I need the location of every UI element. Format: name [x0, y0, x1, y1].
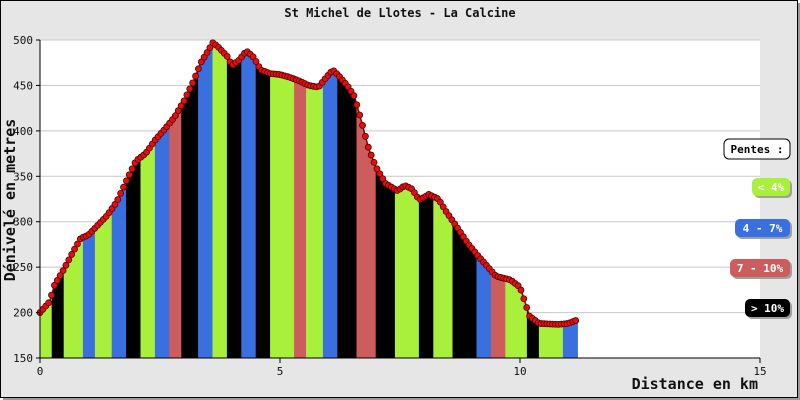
- elevation-point: [71, 245, 78, 253]
- x-tick-label: 10: [513, 365, 526, 378]
- slope-band: [490, 269, 506, 359]
- elevation-point: [370, 158, 378, 166]
- legend-title: Pentes :: [731, 143, 784, 156]
- elevation-point: [206, 44, 214, 52]
- legend-swatch: [735, 219, 790, 237]
- slope-band: [394, 186, 420, 359]
- slope-band: [294, 78, 307, 359]
- elevation-point: [125, 171, 133, 179]
- legend-title-box: [723, 138, 791, 160]
- elevation-point: [203, 49, 211, 56]
- elevation-point: [183, 91, 191, 99]
- y-tick-label: 250: [13, 261, 33, 274]
- slope-band: [94, 207, 113, 359]
- legend-label: 4 - 7%: [743, 222, 783, 235]
- y-tick-label: 350: [13, 170, 33, 183]
- elevation-point: [56, 272, 64, 279]
- elevation-point: [53, 277, 61, 284]
- legend-swatch: [752, 178, 790, 196]
- slope-band: [270, 73, 295, 359]
- elevation-point: [376, 170, 384, 178]
- legend-label: < 4%: [758, 181, 785, 194]
- elevation-point: [111, 201, 119, 208]
- elevation-point: [62, 261, 70, 269]
- slope-band: [418, 194, 434, 359]
- elevation-point: [128, 165, 136, 173]
- y-tick-label: 200: [13, 307, 33, 320]
- elevation-point: [117, 189, 125, 197]
- slope-band: [538, 323, 564, 359]
- elevation-point: [350, 92, 358, 100]
- slope-band: [82, 227, 96, 359]
- slope-band: [322, 69, 338, 359]
- elevation-point: [186, 85, 194, 93]
- elevation-point: [379, 175, 387, 183]
- elevation-point: [523, 304, 531, 311]
- legend-label: 7 - 10%: [737, 262, 784, 275]
- slope-band: [212, 42, 228, 359]
- elevation-point: [171, 112, 179, 119]
- y-tick-label: 300: [13, 216, 33, 229]
- elevation-point: [362, 132, 369, 140]
- y-tick-label: 500: [13, 34, 33, 47]
- legend-swatch: [745, 299, 790, 317]
- elevation-point: [114, 196, 122, 204]
- slope-bands: [39, 41, 578, 359]
- x-tick-label: 5: [277, 365, 284, 378]
- y-tick-label: 150: [13, 352, 33, 365]
- elevation-point: [177, 102, 185, 110]
- elevation-point: [364, 143, 372, 151]
- elevation-point: [65, 256, 73, 264]
- slope-band: [181, 68, 199, 359]
- x-axis-label: Distance en km: [632, 375, 758, 393]
- x-ticks: 0 5 10 15: [37, 358, 767, 378]
- elevation-point: [517, 286, 525, 294]
- elevation-point: [74, 240, 81, 248]
- elevation-point: [572, 317, 580, 324]
- elevation-point: [252, 58, 260, 65]
- elevation-point: [194, 65, 202, 73]
- y-tick-label: 450: [13, 79, 33, 92]
- x-tick-label: 15: [753, 365, 766, 378]
- slope-band: [198, 41, 214, 359]
- elevation-point: [120, 183, 127, 191]
- slope-band: [126, 156, 142, 359]
- elevation-point: [192, 72, 199, 80]
- elevation-point: [356, 111, 364, 119]
- elevation-point: [174, 107, 182, 115]
- slope-band: [169, 103, 182, 359]
- elevation-point: [353, 101, 361, 109]
- elevation-point: [180, 97, 188, 105]
- legend-swatch: [730, 259, 790, 277]
- legend-label: > 10%: [751, 302, 784, 315]
- slope-band: [255, 60, 271, 359]
- elevation-point: [51, 281, 58, 289]
- elevation-point: [48, 291, 55, 299]
- slope-band: [337, 73, 358, 359]
- elevation-point: [223, 52, 231, 60]
- slope-legend: Pentes : < 4% 4 - 7% 7 - 10% > 10%: [723, 138, 792, 319]
- slope-band: [375, 166, 396, 359]
- y-tick-label: 400: [13, 125, 33, 138]
- elevation-points: [36, 39, 580, 328]
- slope-band: [241, 50, 257, 359]
- elevation-point: [520, 295, 528, 303]
- y-axis-label: Dénivelé en metres: [1, 119, 19, 282]
- x-tick-label: 0: [37, 365, 44, 378]
- chart-title: St Michel de Llotes - La Calcine: [284, 6, 515, 20]
- slope-band: [306, 80, 324, 359]
- elevation-point: [68, 251, 76, 258]
- y-ticks: 150 200 250 300 350 400 450 500: [13, 34, 40, 365]
- slope-band: [154, 122, 170, 359]
- elevation-point: [59, 267, 67, 274]
- elevation-point: [367, 151, 375, 159]
- elevation-point: [45, 299, 53, 307]
- elevation-point: [373, 165, 381, 173]
- slope-band: [226, 56, 242, 359]
- slope-band: [140, 138, 156, 359]
- elevation-point: [359, 122, 366, 129]
- elevation-point: [123, 177, 130, 185]
- elevation-point: [189, 79, 197, 87]
